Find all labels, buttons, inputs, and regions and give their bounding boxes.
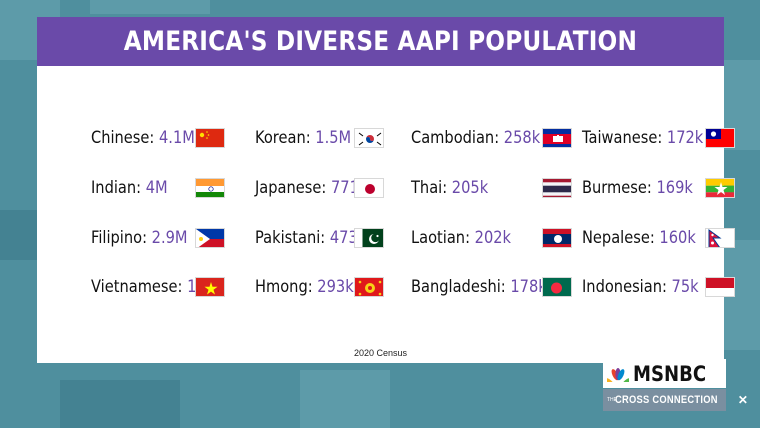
- x-icon: ✕: [737, 393, 748, 407]
- india-flag: [195, 178, 225, 198]
- group-population: 4.1M: [154, 128, 195, 148]
- population-item: Burmese: 169k: [582, 176, 711, 200]
- group-population: 202k: [470, 228, 512, 248]
- japan-flag: [354, 178, 384, 198]
- group-name: Thai:: [411, 178, 448, 198]
- laos-flag: [542, 228, 572, 248]
- group-name: Indian:: [91, 178, 142, 198]
- population-item: Indonesian: 75k: [582, 275, 718, 299]
- group-name: Japanese:: [255, 178, 327, 198]
- title-banner: AMERICA'S DIVERSE AAPI POPULATION: [37, 17, 724, 66]
- group-name: Filipino:: [91, 228, 148, 248]
- group-population: 205k: [447, 178, 489, 198]
- thailand-flag: [542, 178, 572, 198]
- china-flag: [195, 128, 225, 148]
- group-name: Taiwanese:: [582, 128, 663, 148]
- group-population: 172k: [662, 128, 704, 148]
- group-name: Pakistani:: [255, 228, 326, 248]
- background-tile: [0, 210, 37, 260]
- taiwan-flag: [705, 128, 735, 148]
- background-tile: [90, 0, 210, 14]
- group-name: Chinese:: [91, 128, 155, 148]
- population-item: Cambodian: 258k: [411, 126, 561, 150]
- group-name: Korean:: [255, 128, 311, 148]
- population-item: Korean: 1.5M: [255, 126, 367, 150]
- nepal-flag: [705, 228, 735, 248]
- group-name: Cambodian:: [411, 128, 500, 148]
- population-item: Indian: 4M: [91, 176, 180, 200]
- show-bug: THE CROSS CONNECTION ✕: [603, 389, 748, 411]
- population-item: Laotian: 202k: [411, 226, 527, 250]
- population-item: Bangladeshi: 178k: [411, 275, 569, 299]
- network-logo-text: MSNBC: [633, 361, 707, 386]
- population-item: Taiwanese: 172k: [582, 126, 723, 150]
- vietnam-flag: [195, 277, 225, 297]
- population-item: Nepalese: 160k: [582, 226, 714, 250]
- pakistan-flag: [354, 228, 384, 248]
- group-population: 160k: [654, 228, 696, 248]
- south-korea-flag: [354, 128, 384, 148]
- show-title: CROSS CONNECTION: [615, 394, 718, 406]
- group-population: 169k: [651, 178, 693, 198]
- bangladesh-flag: [542, 277, 572, 297]
- msnbc-logo: MSNBC: [603, 359, 726, 388]
- group-population: 75k: [666, 277, 699, 297]
- group-population: 293k: [312, 277, 354, 297]
- group-population: 2.9M: [147, 228, 188, 248]
- population-item: Chinese: 4.1M: [91, 126, 212, 150]
- group-population: 1.5M: [310, 128, 352, 148]
- group-name: Laotian:: [411, 228, 471, 248]
- show-prefix: THE: [607, 396, 617, 403]
- indonesia-flag: [705, 277, 735, 297]
- group-name: Vietnamese:: [91, 277, 183, 297]
- info-card: AMERICA'S DIVERSE AAPI POPULATION Chines…: [37, 17, 735, 363]
- cambodia-flag: [542, 128, 572, 148]
- group-population: 178k: [505, 277, 547, 297]
- hmong-flag: [354, 277, 384, 297]
- group-name: Indonesian:: [582, 277, 667, 297]
- myanmar-flag: [705, 178, 735, 198]
- peacock-icon: [607, 367, 629, 382]
- group-name: Nepalese:: [582, 228, 655, 248]
- population-item: Filipino: 2.9M: [91, 226, 203, 250]
- philippines-flag: [195, 228, 225, 248]
- group-population: 4M: [141, 178, 168, 198]
- group-name: Burmese:: [582, 178, 652, 198]
- group-name: Bangladeshi:: [411, 277, 506, 297]
- group-name: Hmong:: [255, 277, 313, 297]
- source-note: 2020 Census: [353, 348, 408, 358]
- background-tile: [60, 380, 180, 428]
- page-title: AMERICA'S DIVERSE AAPI POPULATION: [123, 26, 638, 57]
- population-item: Thai: 205k: [411, 176, 501, 200]
- group-population: 258k: [499, 128, 541, 148]
- background-tile: [300, 370, 390, 428]
- population-item: Hmong: 293k: [255, 275, 370, 299]
